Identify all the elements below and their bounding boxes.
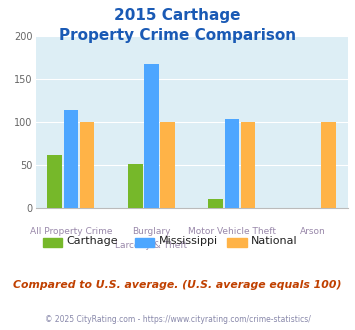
Text: Carthage: Carthage bbox=[66, 236, 118, 246]
Text: Arson: Arson bbox=[300, 227, 325, 236]
Bar bbox=[128, 164, 143, 208]
Bar bbox=[80, 122, 94, 208]
Text: 2015 Carthage: 2015 Carthage bbox=[114, 8, 241, 23]
Text: Property Crime Comparison: Property Crime Comparison bbox=[59, 28, 296, 43]
Text: Motor Vehicle Theft: Motor Vehicle Theft bbox=[188, 227, 276, 236]
Text: National: National bbox=[251, 236, 297, 246]
Bar bbox=[321, 122, 336, 208]
Text: All Property Crime: All Property Crime bbox=[30, 227, 112, 236]
Text: Mississippi: Mississippi bbox=[159, 236, 218, 246]
Text: Larceny & Theft: Larceny & Theft bbox=[115, 241, 187, 250]
Bar bbox=[160, 122, 175, 208]
Bar bbox=[225, 119, 239, 208]
Bar bbox=[208, 199, 223, 208]
Bar bbox=[241, 122, 256, 208]
Text: Burglary: Burglary bbox=[132, 227, 171, 236]
Text: © 2025 CityRating.com - https://www.cityrating.com/crime-statistics/: © 2025 CityRating.com - https://www.city… bbox=[45, 315, 310, 324]
Bar bbox=[48, 155, 62, 208]
Bar bbox=[64, 110, 78, 208]
Text: Compared to U.S. average. (U.S. average equals 100): Compared to U.S. average. (U.S. average … bbox=[13, 280, 342, 290]
Bar bbox=[144, 64, 159, 208]
